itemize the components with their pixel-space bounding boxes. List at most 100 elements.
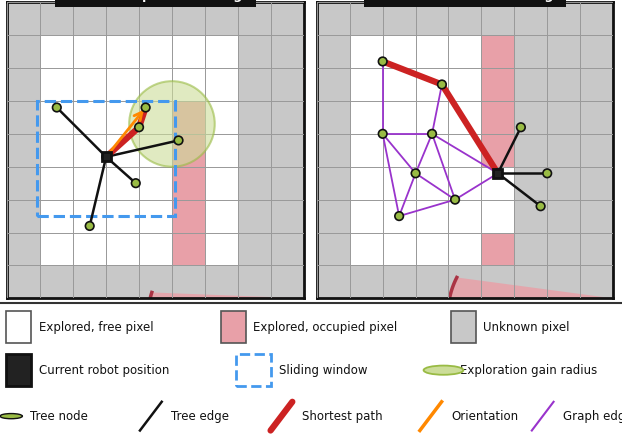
- Bar: [481, 167, 514, 200]
- Circle shape: [438, 80, 446, 89]
- Bar: [481, 35, 514, 68]
- Bar: [101, 152, 111, 161]
- Title: (b) Global Relocation Stage: (b) Global Relocation Stage: [368, 0, 562, 2]
- Bar: [6, 311, 31, 343]
- Bar: [383, 200, 415, 232]
- Circle shape: [0, 414, 22, 419]
- Bar: [73, 200, 106, 232]
- Bar: [172, 232, 205, 266]
- Bar: [205, 134, 238, 167]
- Text: Exploration gain radius: Exploration gain radius: [460, 364, 598, 377]
- Bar: [481, 68, 514, 101]
- Title: (a) Local Exploration Stage: (a) Local Exploration Stage: [60, 0, 251, 2]
- Bar: [415, 200, 448, 232]
- Circle shape: [543, 169, 552, 178]
- Bar: [350, 200, 383, 232]
- Bar: [350, 232, 383, 266]
- Circle shape: [129, 81, 215, 167]
- Bar: [172, 200, 205, 232]
- Circle shape: [517, 123, 525, 132]
- Bar: [481, 232, 514, 266]
- Bar: [481, 101, 514, 134]
- Polygon shape: [148, 293, 304, 387]
- Bar: [383, 101, 415, 134]
- Bar: [448, 134, 481, 167]
- Bar: [172, 68, 205, 101]
- Bar: [415, 68, 448, 101]
- Bar: [172, 232, 205, 266]
- Bar: [172, 101, 205, 134]
- Bar: [172, 200, 205, 232]
- Bar: [415, 167, 448, 200]
- Bar: [415, 101, 448, 134]
- Bar: [40, 134, 73, 167]
- Bar: [350, 167, 383, 200]
- Bar: [139, 200, 172, 232]
- Bar: [172, 101, 205, 134]
- Bar: [481, 101, 514, 134]
- Bar: [205, 167, 238, 200]
- Bar: [205, 232, 238, 266]
- Bar: [40, 68, 73, 101]
- Bar: [448, 68, 481, 101]
- Text: Current robot position: Current robot position: [39, 364, 169, 377]
- Bar: [106, 68, 139, 101]
- Bar: [6, 354, 31, 386]
- Circle shape: [536, 202, 545, 210]
- Bar: [350, 134, 383, 167]
- Text: Graph edge: Graph edge: [563, 410, 622, 423]
- Bar: [481, 200, 514, 232]
- Circle shape: [428, 130, 436, 138]
- Bar: [415, 232, 448, 266]
- Bar: [205, 35, 238, 68]
- Bar: [172, 134, 205, 167]
- Circle shape: [174, 136, 183, 145]
- Bar: [106, 134, 139, 167]
- Bar: [73, 101, 106, 134]
- Bar: [139, 232, 172, 266]
- Bar: [172, 134, 205, 167]
- Text: Explored, occupied pixel: Explored, occupied pixel: [253, 320, 397, 334]
- Bar: [205, 200, 238, 232]
- Bar: [350, 68, 383, 101]
- Bar: [383, 68, 415, 101]
- Circle shape: [424, 366, 463, 375]
- Circle shape: [131, 179, 140, 187]
- Bar: [73, 232, 106, 266]
- Bar: [139, 68, 172, 101]
- Bar: [383, 167, 415, 200]
- Bar: [172, 167, 205, 200]
- Bar: [481, 134, 514, 167]
- Circle shape: [395, 212, 404, 221]
- Bar: [40, 167, 73, 200]
- Bar: [139, 35, 172, 68]
- Bar: [350, 101, 383, 134]
- Text: Explored, free pixel: Explored, free pixel: [39, 320, 153, 334]
- Bar: [383, 35, 415, 68]
- Bar: [139, 167, 172, 200]
- Bar: [172, 167, 205, 200]
- Bar: [448, 200, 481, 232]
- Bar: [448, 232, 481, 266]
- Bar: [205, 101, 238, 134]
- Text: Shortest path: Shortest path: [302, 410, 383, 423]
- Bar: [106, 35, 139, 68]
- Bar: [481, 68, 514, 101]
- Bar: [106, 232, 139, 266]
- Bar: [205, 68, 238, 101]
- Text: Tree node: Tree node: [30, 410, 88, 423]
- Text: Sliding window: Sliding window: [279, 364, 367, 377]
- Bar: [106, 167, 139, 200]
- Text: Orientation: Orientation: [451, 410, 518, 423]
- Bar: [40, 232, 73, 266]
- Bar: [139, 134, 172, 167]
- Text: Tree edge: Tree edge: [171, 410, 229, 423]
- Polygon shape: [448, 278, 613, 397]
- Polygon shape: [613, 29, 622, 133]
- Polygon shape: [304, 29, 386, 133]
- Circle shape: [52, 103, 61, 112]
- Bar: [73, 167, 106, 200]
- Bar: [448, 35, 481, 68]
- Bar: [350, 35, 383, 68]
- Bar: [172, 35, 205, 68]
